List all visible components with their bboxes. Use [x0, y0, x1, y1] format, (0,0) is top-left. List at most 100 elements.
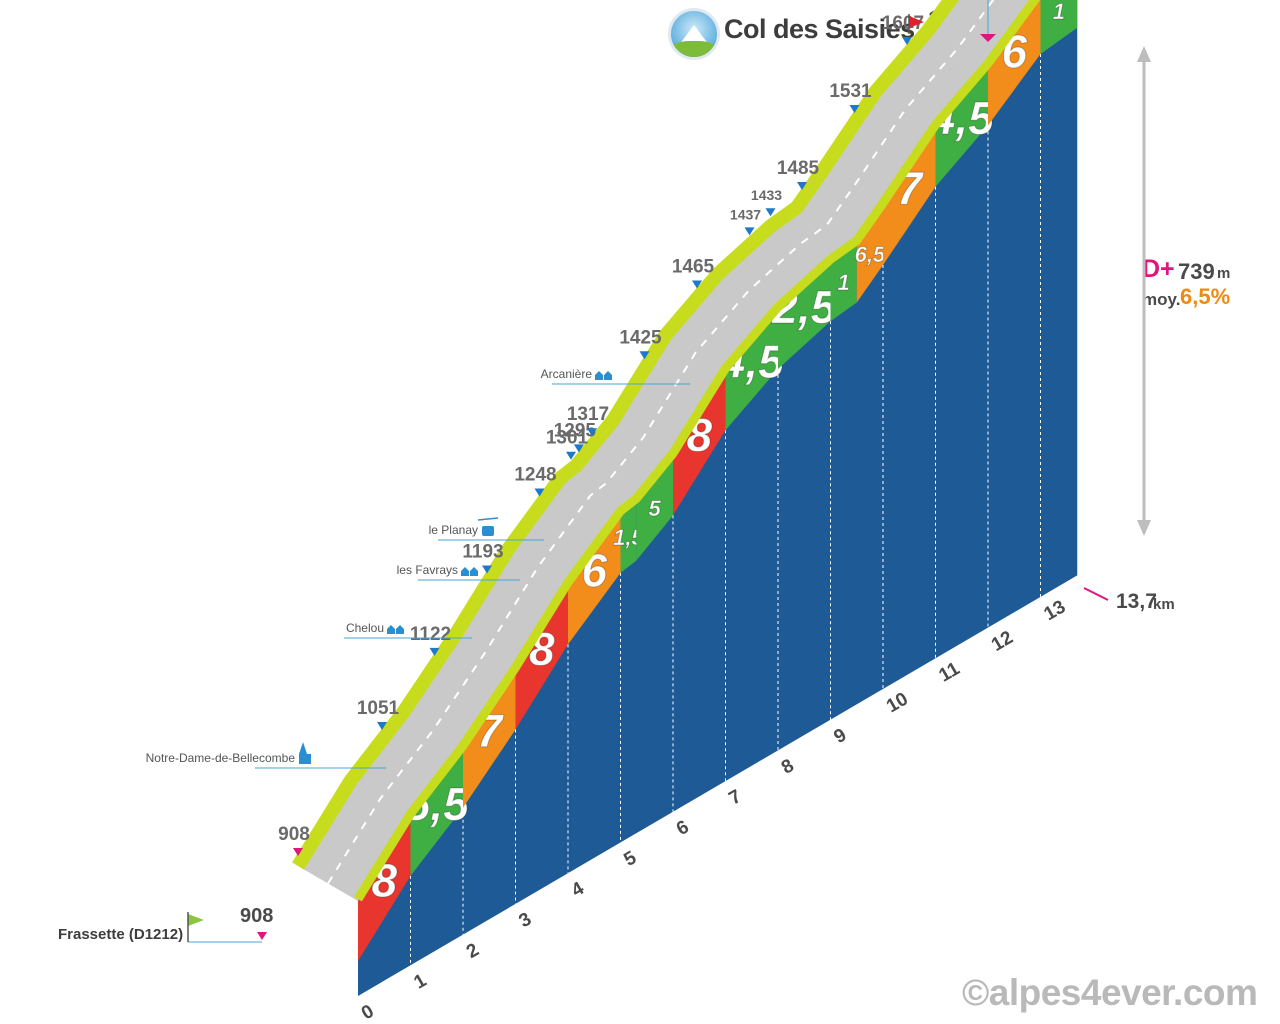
- church-icon: [299, 742, 311, 764]
- place-label: Chelou: [346, 621, 384, 635]
- km-tick-label: 0: [358, 1001, 378, 1024]
- col-logo-icon: [668, 8, 720, 60]
- gradient-band: [725, 308, 778, 431]
- altitude-marker-triangle: [573, 444, 584, 453]
- gradient-band: [673, 370, 726, 516]
- gradient-band: [778, 261, 831, 369]
- km-tick-label: 7: [726, 786, 746, 809]
- gradient-band: [515, 584, 568, 730]
- summit-marker-triangle: [980, 34, 996, 42]
- road-edge-front: [354, 0, 1041, 902]
- house-left: [387, 625, 395, 634]
- altitude-marker-label: 1248: [514, 465, 556, 486]
- altitude-marker-triangle: [293, 848, 303, 856]
- dplus-value: 739: [1178, 259, 1215, 284]
- km-tick-label: 6: [673, 817, 693, 840]
- place-label: Notre-Dame-de-Bellecombe: [146, 751, 296, 765]
- elevation-arrow-top: [1137, 46, 1151, 62]
- place-label: Arcanière: [541, 367, 593, 381]
- place-label: le Planay: [429, 523, 478, 537]
- page-title: Col des Saisies: [724, 14, 915, 44]
- average-label: moy.: [1142, 290, 1181, 309]
- gradient-label: 1: [1053, 0, 1065, 24]
- altitude-marker-label: 1433: [751, 187, 782, 203]
- gradient-band: [358, 815, 411, 961]
- gradient-label: 1: [838, 270, 850, 295]
- altitude-marker-label: 1531: [829, 81, 872, 102]
- altitude-marker-triangle: [482, 565, 492, 574]
- road-centerline: [327, 0, 995, 885]
- houses-icon: [595, 371, 612, 380]
- km-tick-label: 9: [831, 725, 851, 748]
- altitude-marker-triangle: [587, 428, 597, 437]
- km-tick-label: 5: [621, 847, 641, 871]
- distance-unit: km: [1153, 596, 1175, 613]
- altitude-marker-triangle: [429, 647, 440, 656]
- altitude-marker-label: 1051: [357, 698, 400, 719]
- altitude-marker-label: 1425: [619, 327, 662, 348]
- gradient-band: [988, 0, 1041, 126]
- altitude-marker-triangle: [692, 280, 702, 289]
- altitude-marker-label: 1437: [730, 206, 761, 222]
- km-tick-label: 2: [463, 939, 483, 962]
- gondola-icon: [477, 517, 499, 536]
- km-tick-label: 3: [516, 909, 536, 932]
- gradient-band: [830, 242, 857, 322]
- road-edge-back: [292, 0, 960, 870]
- altitude-marker-label: 1193: [462, 541, 503, 562]
- altitude-marker-triangle: [765, 208, 776, 217]
- place-label: les Favrays: [397, 563, 458, 577]
- altitude-marker-triangle: [902, 36, 912, 45]
- altitude-marker-label: 908: [278, 824, 310, 845]
- logo-mountain: [679, 25, 709, 45]
- gradient-band: [1040, 0, 1078, 54]
- km-tick-label: 11: [936, 658, 964, 686]
- house-left: [595, 371, 603, 380]
- house-right: [396, 625, 404, 634]
- gradient-band: [636, 455, 673, 561]
- altitude-marker-triangle: [534, 488, 545, 497]
- gradient-label: 6,5: [855, 242, 886, 267]
- house-right: [470, 567, 478, 576]
- houses-icon: [461, 567, 478, 576]
- start-marker-triangle: [257, 932, 267, 940]
- altitude-marker-label: 1465: [672, 256, 715, 277]
- gradient-band: [935, 65, 988, 187]
- start-name: Frassette (D1212): [58, 926, 184, 943]
- elevation-arrow-bottom: [1137, 520, 1151, 536]
- gradient-band: [883, 126, 936, 266]
- houses-icon: [387, 625, 404, 634]
- altitude-marker-triangle: [639, 351, 650, 360]
- distance-tick: [1083, 587, 1109, 601]
- km-tick-label: 4: [568, 878, 588, 902]
- km-tick-label: 12: [988, 627, 1017, 656]
- gradient-label: 5: [649, 496, 662, 521]
- start-altitude: 908: [240, 905, 273, 927]
- copyright: ©alpes4ever.com: [962, 972, 1258, 1013]
- gradient-band: [568, 512, 621, 645]
- church-spire: [299, 742, 307, 754]
- altitude-marker-triangle: [744, 227, 755, 236]
- altitude-marker-label: 1301: [546, 428, 589, 449]
- gradient-band: [463, 669, 516, 808]
- gradient-band: [620, 500, 637, 573]
- road-surface: [298, 0, 1037, 901]
- church-body: [299, 754, 311, 764]
- dplus-unit: m: [1217, 265, 1231, 282]
- average-value: 6,5%: [1180, 284, 1231, 309]
- gradient-band: [410, 747, 463, 876]
- distance-value: 13,7: [1116, 590, 1157, 613]
- altitude-marker-label: 1485: [777, 158, 820, 179]
- gondola-cabin: [482, 526, 494, 536]
- km-tick-label: 8: [778, 755, 798, 778]
- altitude-marker-triangle: [566, 451, 576, 460]
- km-tick-label: 1: [411, 970, 431, 994]
- start-flag-icon: [188, 914, 204, 926]
- gradient-band: [856, 205, 883, 303]
- house-left: [461, 567, 469, 576]
- altitude-marker-label: 1295: [554, 420, 597, 441]
- altitude-marker-triangle: [797, 182, 807, 190]
- logo-grass: [671, 41, 717, 57]
- profile-wall: [358, 0, 1078, 996]
